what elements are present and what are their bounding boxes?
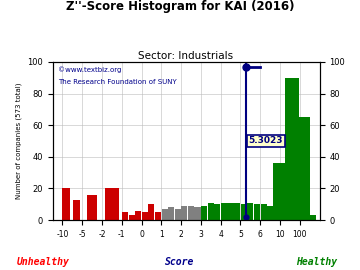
Bar: [274, 204, 280, 220]
Bar: [105, 188, 119, 220]
Bar: [254, 204, 260, 220]
Bar: [62, 188, 70, 220]
Title: Sector: Industrials: Sector: Industrials: [139, 51, 234, 61]
Text: Score: Score: [165, 257, 195, 267]
Y-axis label: Number of companies (573 total): Number of companies (573 total): [15, 83, 22, 199]
Bar: [234, 203, 240, 220]
Bar: [155, 212, 161, 220]
Text: The Research Foundation of SUNY: The Research Foundation of SUNY: [58, 79, 177, 85]
Bar: [221, 203, 227, 220]
Bar: [142, 212, 148, 220]
Bar: [148, 204, 154, 220]
Text: Z''-Score Histogram for KAI (2016): Z''-Score Histogram for KAI (2016): [66, 0, 294, 13]
Bar: [168, 207, 174, 220]
Text: Unhealthy: Unhealthy: [17, 257, 69, 267]
Bar: [273, 163, 287, 220]
Text: 5.3023: 5.3023: [249, 136, 283, 146]
Bar: [194, 207, 201, 220]
Bar: [122, 212, 128, 220]
Text: Healthy: Healthy: [296, 257, 337, 267]
Bar: [261, 204, 267, 220]
Bar: [214, 204, 220, 220]
Bar: [73, 200, 80, 220]
Bar: [162, 209, 168, 220]
Bar: [201, 206, 207, 220]
Bar: [87, 195, 97, 220]
Bar: [175, 209, 181, 220]
Bar: [208, 203, 214, 220]
Bar: [247, 203, 253, 220]
Bar: [267, 206, 273, 220]
Bar: [129, 215, 135, 220]
Bar: [241, 204, 247, 220]
Bar: [285, 78, 299, 220]
Bar: [228, 203, 234, 220]
Bar: [135, 211, 141, 220]
Text: ©www.textbiz.org: ©www.textbiz.org: [58, 67, 121, 73]
Bar: [181, 206, 188, 220]
Bar: [298, 117, 310, 220]
Bar: [310, 215, 316, 220]
Bar: [188, 206, 194, 220]
